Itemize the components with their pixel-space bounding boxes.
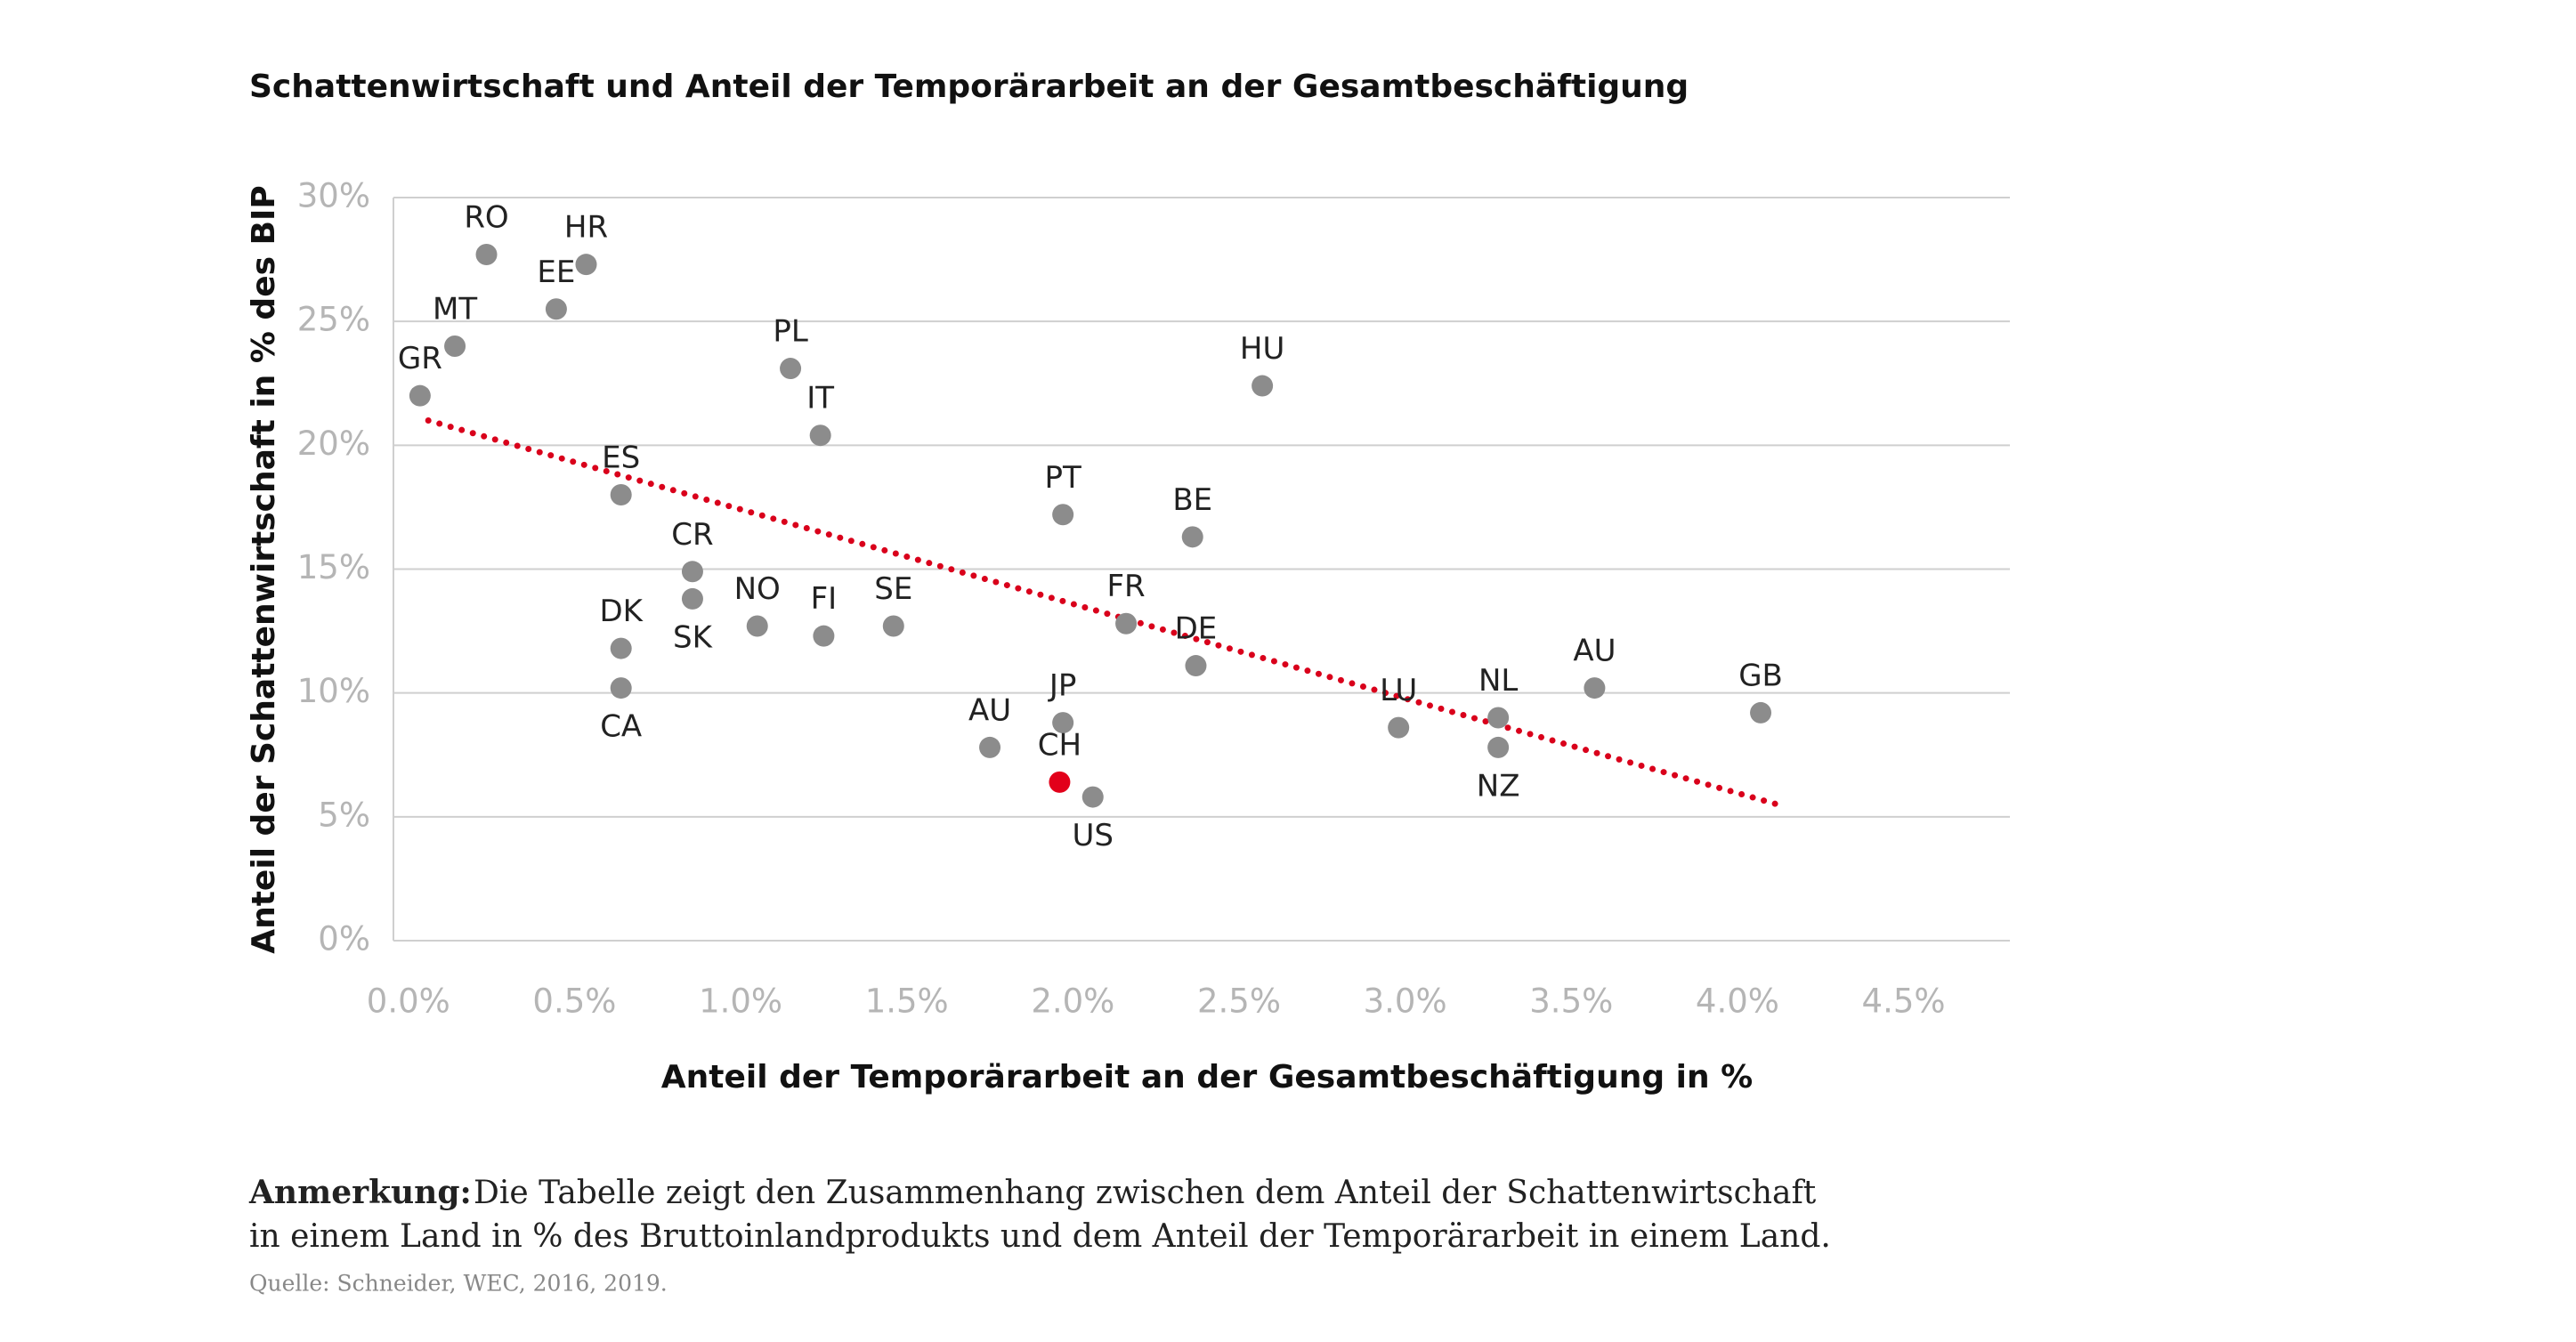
point-label: RO [464, 200, 508, 236]
x-tick-label: 4.0% [1696, 982, 1779, 1021]
data-point [1388, 716, 1410, 739]
x-tick-label: 1.0% [699, 982, 782, 1021]
data-point [545, 298, 567, 320]
trendline [425, 417, 1781, 808]
point-label: DE [1175, 611, 1218, 647]
point-label: NZ [1477, 768, 1520, 804]
point-label: PT [1045, 460, 1082, 496]
point-label: PL [773, 314, 808, 350]
data-point [1049, 771, 1071, 793]
point-label: CR [671, 517, 713, 553]
data-point [813, 625, 835, 647]
point-label: DK [599, 594, 644, 629]
point-label: SE [874, 571, 912, 607]
point-label: US [1073, 818, 1114, 853]
x-tick-label: 0.0% [367, 982, 450, 1021]
data-point [610, 484, 632, 505]
note-text: Die Tabelle zeigt den Zusammenhang zwisc… [474, 1175, 1817, 1211]
y-tick-label: 20% [297, 424, 370, 463]
y-tick-label: 25% [297, 301, 370, 339]
point-label: NL [1478, 663, 1518, 699]
data-point [1081, 786, 1104, 808]
point-label: AU [1573, 634, 1616, 669]
data-point [1487, 736, 1510, 758]
point-label: NO [734, 571, 781, 607]
point-label: BE [1172, 482, 1212, 518]
data-point [979, 736, 1001, 758]
x-tick-label: 2.0% [1031, 982, 1114, 1021]
y-axis-label: Anteil der Schattenwirtschaft in % des B… [246, 185, 282, 954]
point-label: EE [537, 255, 575, 290]
point-label: JP [1048, 668, 1077, 704]
x-tick-label: 3.0% [1364, 982, 1447, 1021]
point-label: FI [811, 581, 838, 617]
y-tick-label: 30% [297, 177, 370, 215]
y-tick-label: 15% [297, 548, 370, 586]
x-tick-label: 2.5% [1197, 982, 1281, 1021]
point-label: ES [602, 441, 640, 476]
point-label: SK [673, 619, 714, 655]
y-tick-label: 10% [297, 672, 370, 710]
data-point [1252, 375, 1274, 397]
data-point [746, 615, 768, 637]
point-label: CH [1038, 727, 1081, 763]
point-label: MT [433, 292, 477, 327]
data-point [1052, 712, 1074, 734]
point-label: HR [564, 210, 608, 246]
x-tick-label: 4.5% [1862, 982, 1946, 1021]
point-label: GB [1738, 658, 1783, 693]
data-point [1185, 655, 1207, 677]
data-point [444, 336, 466, 357]
x-tick-label: 0.5% [532, 982, 616, 1021]
data-point [1750, 701, 1772, 724]
point-label: HU [1240, 331, 1284, 367]
x-tick-label: 3.5% [1529, 982, 1613, 1021]
y-tick-label: 0% [318, 920, 370, 958]
point-label: GR [398, 341, 442, 376]
x-tick-label: 1.5% [865, 982, 949, 1021]
data-point [610, 637, 632, 659]
chart-title: Schattenwirtschaft und Anteil der Tempor… [249, 69, 1689, 105]
data-point [1181, 526, 1203, 548]
data-point [610, 677, 632, 699]
data-point [1584, 677, 1606, 699]
data-point [780, 358, 802, 380]
data-point [681, 561, 703, 583]
data-point [882, 615, 904, 637]
data-point [409, 384, 431, 407]
data-point [575, 254, 597, 276]
x-axis-label: Anteil der Temporärarbeit an der Gesamtb… [661, 1059, 1753, 1095]
point-label: LU [1380, 673, 1417, 708]
data-point [1052, 504, 1074, 526]
point-label: IT [806, 381, 834, 416]
point-label: CA [600, 709, 642, 745]
data-point [809, 424, 831, 447]
point-label: FR [1106, 569, 1145, 604]
data-point [681, 587, 703, 610]
data-point [475, 244, 498, 266]
note-label: Anmerkung: [248, 1174, 472, 1211]
source: Quelle: Schneider, WEC, 2016, 2019. [249, 1271, 668, 1297]
y-tick-label: 5% [318, 796, 370, 834]
note-text: in einem Land in % des Bruttoinlandprodu… [249, 1218, 1831, 1255]
data-point [1487, 707, 1510, 729]
data-point [1115, 612, 1138, 635]
point-label: AU [968, 692, 1011, 728]
